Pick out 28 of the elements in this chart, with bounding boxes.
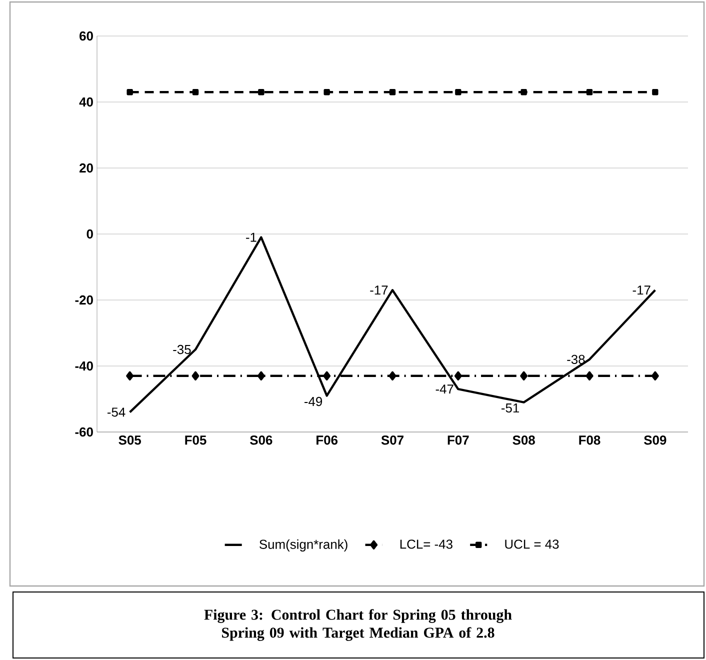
- x-tick-label: S05: [118, 436, 141, 445]
- data-label: -1: [246, 232, 256, 242]
- data-label: -51: [501, 404, 520, 413]
- y-tick-label: 40: [79, 97, 93, 107]
- text: Figure 3: Control Chart for Spring 05 through Spring 09 with Target Median GPA of 2.8: [204, 609, 512, 641]
- legend-label: LCL= -43: [400, 540, 452, 549]
- y-tick-label: 60: [80, 31, 93, 41]
- y-tick-label: 0: [86, 229, 93, 239]
- x-tick-label: F07: [448, 436, 469, 445]
- data-label: -17: [632, 286, 650, 295]
- y-tick-label: 20: [80, 163, 93, 173]
- y-tick-label: -40: [75, 361, 93, 371]
- data-label: -17: [370, 286, 388, 295]
- data-label: -35: [173, 344, 191, 354]
- x-tick-label: S07: [381, 436, 404, 445]
- x-tick-label: S08: [512, 436, 535, 445]
- y-tick-label: -60: [75, 427, 93, 437]
- legend-label: Sum(sign*rank): [260, 539, 348, 552]
- x-tick-label: F08: [579, 436, 600, 445]
- x-tick-label: F05: [185, 436, 206, 445]
- data-label: -49: [304, 396, 322, 406]
- data-label: -54: [107, 408, 126, 417]
- x-tick-label: S09: [644, 436, 666, 445]
- x-tick-label: S06: [250, 436, 272, 445]
- y-tick-label: -20: [75, 295, 93, 305]
- x-tick-label: F06: [316, 436, 338, 445]
- data-label: -47: [436, 384, 454, 394]
- legend-label: UCL = 43: [505, 540, 559, 549]
